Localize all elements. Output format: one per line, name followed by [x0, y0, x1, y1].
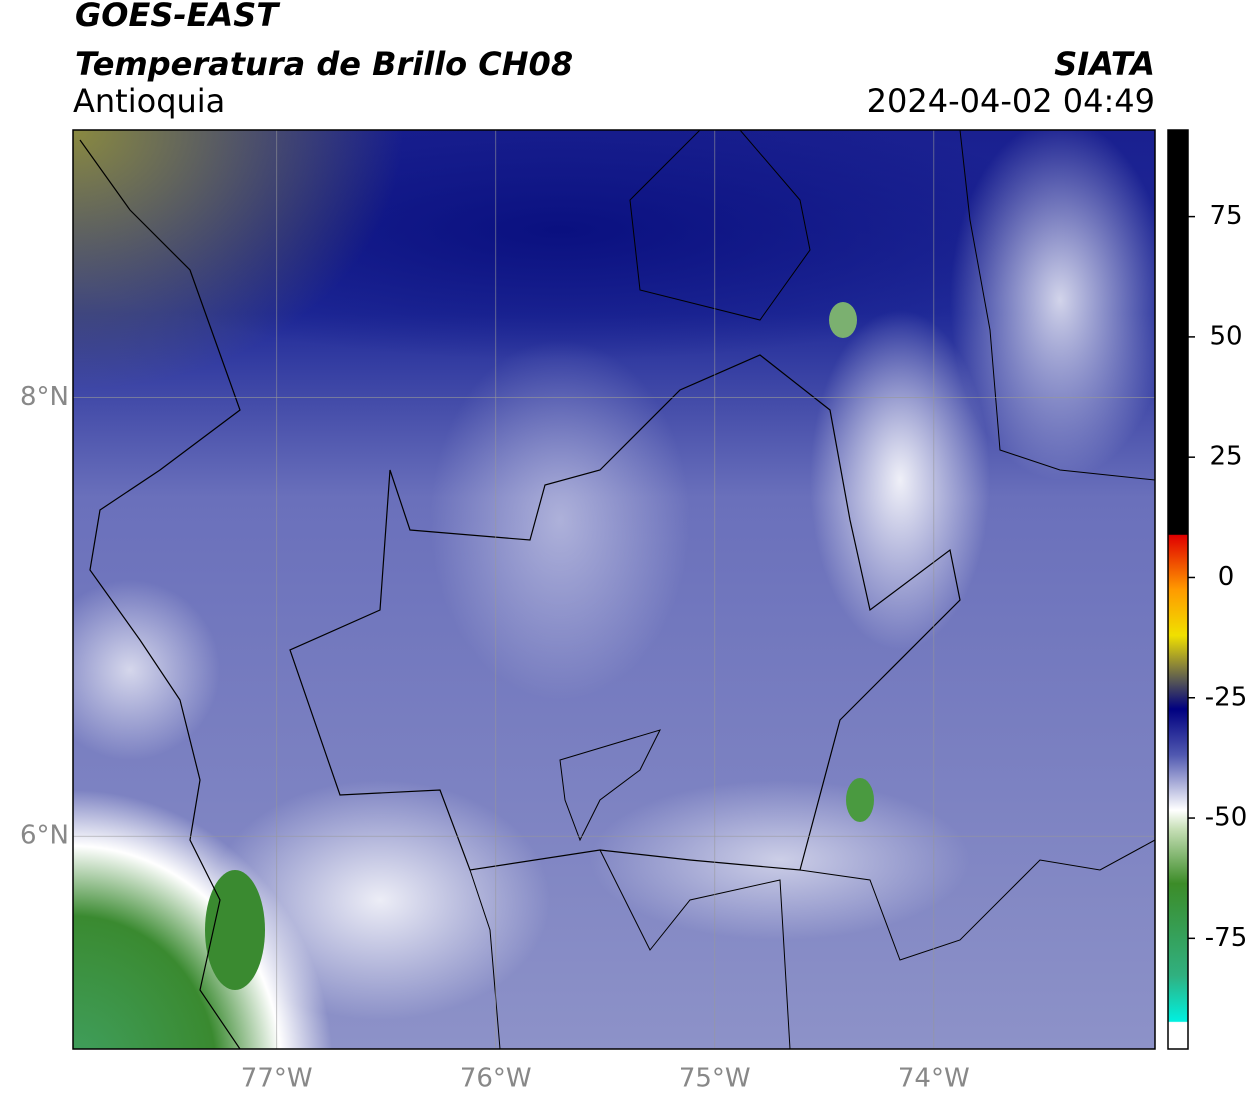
colorbar [1167, 129, 1189, 1050]
x-tick-label: 76°W [460, 1064, 532, 1094]
y-tick-label: 6°N [20, 821, 69, 851]
timestamp: 2024-04-02 04:49 [867, 82, 1155, 120]
colorbar-tick-label: -75 [1205, 923, 1247, 953]
subtitle: Temperatura de Brillo CH08 [75, 45, 573, 83]
grid [73, 130, 1155, 1049]
y-tick-label: 8°N [20, 382, 69, 412]
colorbar-tick-label: 75 [1209, 201, 1242, 231]
source: SIATA [1054, 45, 1155, 83]
x-tick-label: 77°W [241, 1064, 313, 1094]
title: GOES-EAST [75, 0, 280, 34]
colorbar-tick-label: 50 [1209, 321, 1242, 351]
region: Antioquia [73, 82, 225, 120]
colorbar-tick-label: 0 [1218, 562, 1235, 592]
satellite-image [73, 130, 1155, 1049]
colorbar-tick-label: -25 [1205, 682, 1247, 712]
colorbar-tick-label: 25 [1209, 442, 1242, 472]
colorbar-tick-label: -50 [1205, 803, 1247, 833]
plot-frame [72, 129, 1156, 1050]
x-tick-label: 75°W [679, 1064, 751, 1094]
x-tick-label: 74°W [898, 1064, 970, 1094]
